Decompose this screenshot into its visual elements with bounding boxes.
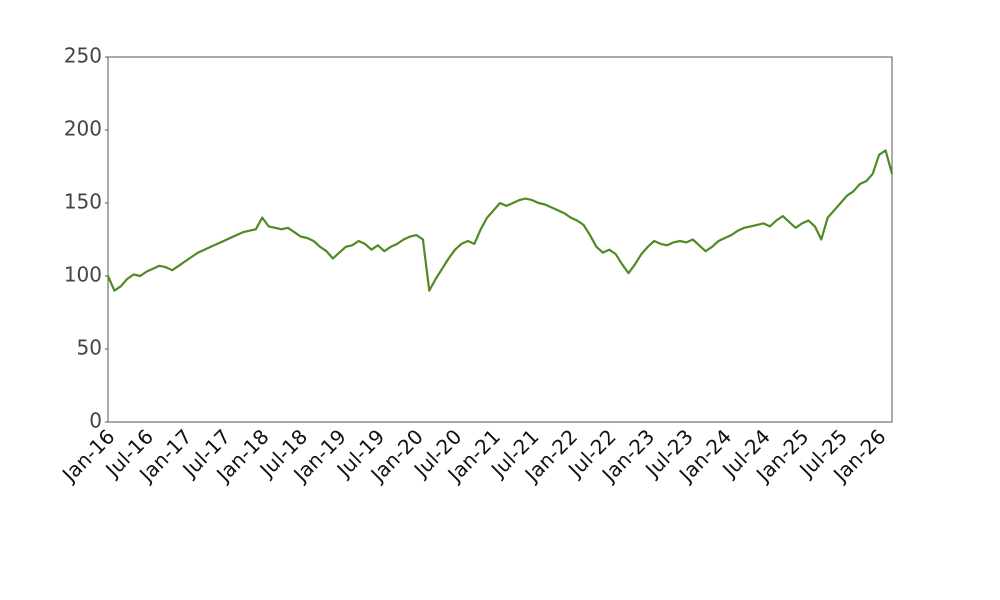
y-tick-label: 100 — [64, 263, 102, 287]
y-tick-label: 250 — [64, 44, 102, 68]
plot-frame — [107, 56, 893, 423]
y-tick-label: 150 — [64, 190, 102, 214]
data-line — [106, 149, 894, 292]
y-tick-label: 50 — [77, 336, 102, 360]
y-tick-label: 200 — [64, 117, 102, 141]
y-tick-label: 0 — [89, 409, 102, 433]
